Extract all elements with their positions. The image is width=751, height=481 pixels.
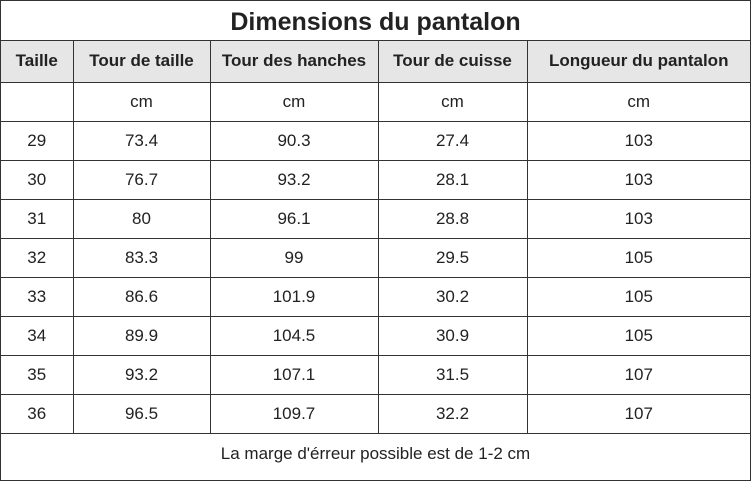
data-row: 31 80 96.1 28.8 103 xyxy=(1,198,750,239)
cell: 29.5 xyxy=(377,237,528,278)
size-table: Taille Tour de taille Tour des hanches Tour… xyxy=(1,41,750,434)
cell: 76.7 xyxy=(72,159,211,200)
cell: 104.5 xyxy=(209,315,379,356)
cell: 89.9 xyxy=(72,315,211,356)
cell: 34 xyxy=(1,315,74,356)
cell: 30 xyxy=(1,159,74,200)
data-row: 35 93.2 107.1 31.5 107 xyxy=(1,354,750,395)
cell: 30.2 xyxy=(377,276,528,317)
cell: 31 xyxy=(1,198,74,239)
cell: 28.1 xyxy=(377,159,528,200)
column-header: Taille xyxy=(1,41,74,83)
cell: 35 xyxy=(1,354,74,395)
units-row: cm cm cm cm xyxy=(1,81,750,122)
footer-note: La marge d'érreur possible est de 1-2 cm xyxy=(220,443,531,463)
cell: 107.1 xyxy=(209,354,379,395)
cell: 105 xyxy=(526,276,750,317)
unit-cell: cm xyxy=(72,81,211,122)
cell: 31.5 xyxy=(377,354,528,395)
cell: 32.2 xyxy=(377,393,528,434)
cell: 33 xyxy=(1,276,74,317)
cell: 86.6 xyxy=(72,276,211,317)
unit-cell: cm xyxy=(526,81,750,122)
empty-cell xyxy=(1,81,74,122)
data-row: 33 86.6 101.9 30.2 105 xyxy=(1,276,750,317)
data-row: 36 96.5 109.7 32.2 107 xyxy=(1,393,750,434)
column-header: Tour de taille xyxy=(72,41,211,83)
column-header: Tour des hanches xyxy=(209,41,379,83)
cell: 105 xyxy=(526,315,750,356)
cell: 27.4 xyxy=(377,120,528,161)
header-row: Taille Tour de taille Tour des hanches Tour… xyxy=(1,41,750,83)
cell: 80 xyxy=(72,198,211,239)
cell: 103 xyxy=(526,198,750,239)
cell: 36 xyxy=(1,393,74,434)
title: Dimensions du pantalon xyxy=(1,1,750,41)
cell: 90.3 xyxy=(209,120,379,161)
cell: 105 xyxy=(526,237,750,278)
cell: 107 xyxy=(526,354,750,395)
cell: 29 xyxy=(1,120,74,161)
cell: 107 xyxy=(526,393,750,434)
data-row: 34 89.9 104.5 30.9 105 xyxy=(1,315,750,356)
cell: 73.4 xyxy=(72,120,211,161)
cell: 96.5 xyxy=(72,393,211,434)
cell: 30.9 xyxy=(377,315,528,356)
cell: 99 xyxy=(209,237,379,278)
unit-cell: cm xyxy=(209,81,379,122)
cell: 96.1 xyxy=(209,198,379,239)
cell: 32 xyxy=(1,237,74,278)
unit-cell: cm xyxy=(377,81,528,122)
data-row: 30 76.7 93.2 28.1 103 xyxy=(1,159,750,200)
cell: 83.3 xyxy=(72,237,211,278)
cell: 103 xyxy=(526,159,750,200)
cell: 103 xyxy=(526,120,750,161)
cell: 101.9 xyxy=(209,276,379,317)
cell: 109.7 xyxy=(209,393,379,434)
data-row: 32 83.3 99 29.5 105 xyxy=(1,237,750,278)
cell: 93.2 xyxy=(72,354,211,395)
cell: 28.8 xyxy=(377,198,528,239)
column-header: Longueur du pantalon xyxy=(526,41,750,83)
cell: 93.2 xyxy=(209,159,379,200)
column-header: Tour de cuisse xyxy=(377,41,528,83)
data-row: 29 73.4 90.3 27.4 103 xyxy=(1,120,750,161)
